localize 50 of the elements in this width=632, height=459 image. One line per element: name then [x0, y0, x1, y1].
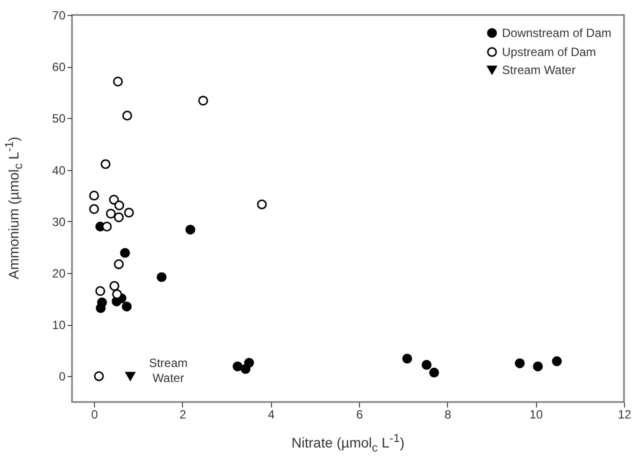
annotation: Stream Water: [148, 356, 188, 386]
y-tick-label: 30: [52, 214, 66, 229]
y-tick-label: 60: [52, 60, 66, 74]
point: [232, 361, 243, 372]
point: [244, 358, 254, 368]
point: [114, 200, 124, 210]
x-tick-label: 2: [180, 408, 187, 422]
point: [100, 159, 110, 170]
point: [185, 224, 196, 235]
x-tick-label: 6: [356, 408, 364, 422]
point: [198, 96, 208, 106]
point: [429, 368, 440, 378]
point: [256, 199, 267, 210]
point: [532, 361, 543, 372]
point: [120, 248, 130, 258]
point: [109, 280, 120, 291]
point: [112, 76, 123, 86]
point: [422, 360, 432, 370]
point: [402, 354, 412, 364]
point: [122, 110, 132, 121]
point: [89, 190, 100, 201]
x-tick-label: 10: [530, 408, 544, 422]
legend-label: Stream Water: [502, 63, 576, 77]
x-tick-label: 0: [91, 408, 98, 422]
point: [125, 372, 136, 381]
x-tick-label: 8: [444, 408, 452, 422]
y-tick-label: 40: [52, 163, 66, 178]
y-tick-label: 0: [58, 370, 66, 384]
point: [156, 272, 167, 282]
point: [95, 286, 106, 296]
point: [552, 356, 562, 366]
point: [106, 208, 116, 219]
y-tick-label: 20: [52, 266, 66, 280]
point: [122, 302, 132, 312]
legend-label: Downstream of Dam: [502, 26, 612, 40]
point: [94, 371, 104, 382]
point: [112, 289, 122, 300]
point: [96, 303, 106, 314]
x-tick-label: 4: [268, 408, 275, 422]
x-tick-label: 12: [618, 408, 632, 422]
point: [514, 358, 525, 368]
point: [89, 204, 100, 214]
point: [114, 259, 124, 270]
point: [114, 212, 124, 222]
point: [124, 208, 134, 218]
y-tick-label: 50: [52, 112, 66, 126]
x-axis-title: Nitrate (µmol$_{c}$ L$^{-1}$): [292, 432, 404, 454]
y-tick-label: 10: [52, 318, 66, 332]
legend-label: Upstream of Dam: [502, 45, 596, 59]
y-tick-label: 70: [52, 8, 66, 22]
